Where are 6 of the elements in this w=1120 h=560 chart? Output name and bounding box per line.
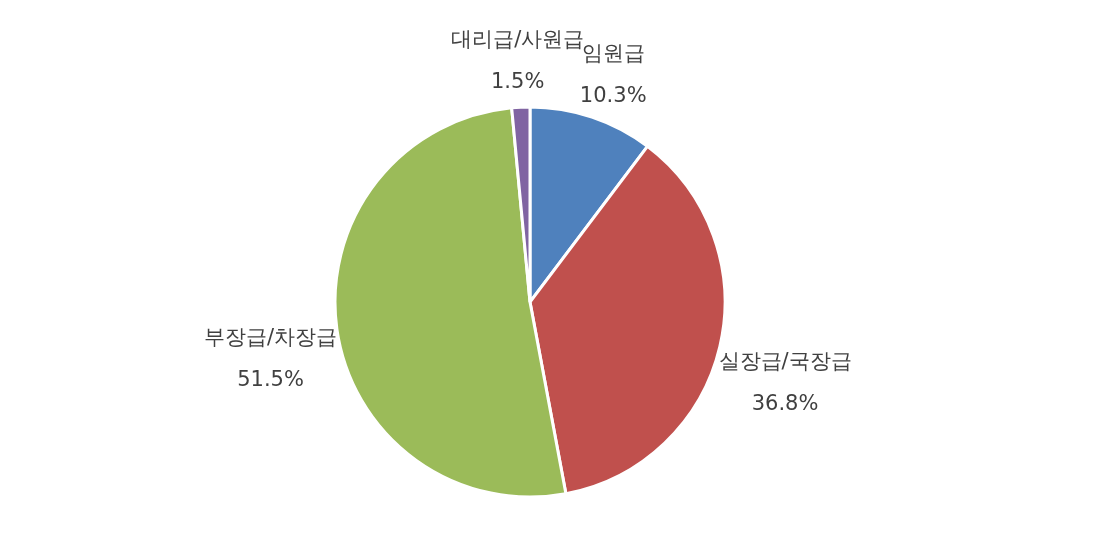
data-label: 10.3%	[579, 82, 647, 107]
slice-label: 실장급/국장급	[718, 348, 852, 373]
data-label: 51.5%	[237, 367, 304, 392]
slice-label: 부장급/차장급	[204, 325, 338, 350]
data-label: 36.8%	[751, 390, 819, 415]
data-label: 1.5%	[490, 69, 545, 94]
